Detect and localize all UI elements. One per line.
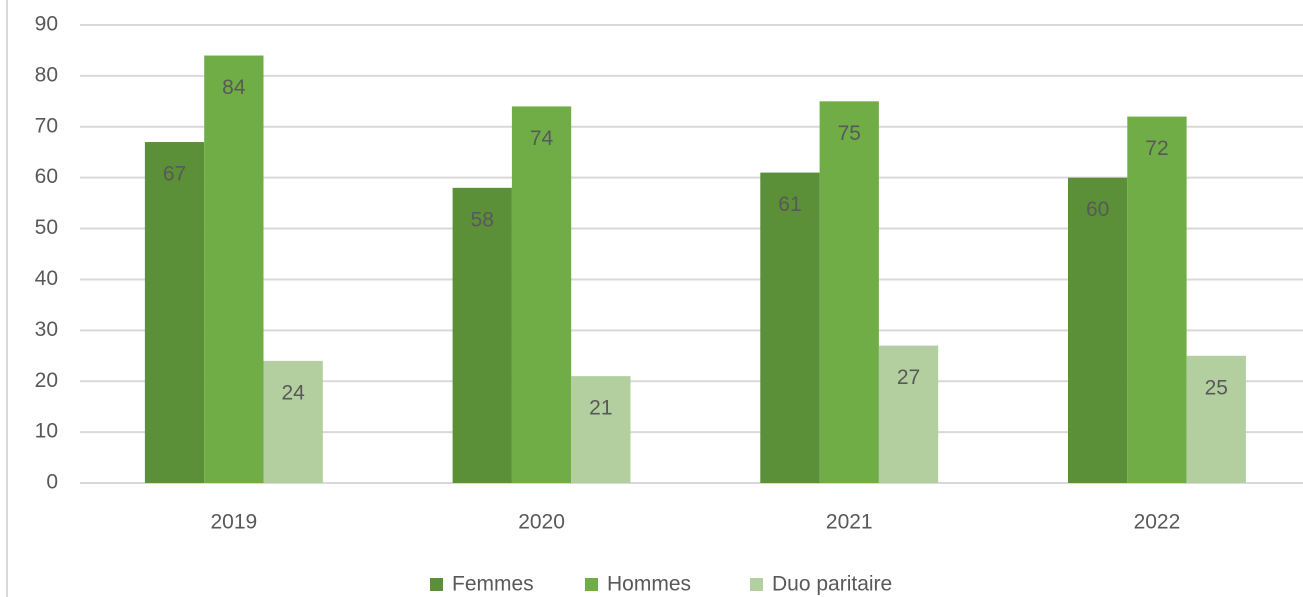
data-label: 75 bbox=[838, 122, 861, 145]
bar bbox=[760, 172, 820, 484]
bar bbox=[1127, 116, 1187, 483]
data-label: 25 bbox=[1205, 376, 1228, 399]
y-tick-label: 40 bbox=[35, 267, 58, 290]
bar bbox=[144, 142, 205, 484]
x-tick-label: 2021 bbox=[826, 511, 873, 534]
y-tick-label: 80 bbox=[35, 63, 58, 86]
legend-swatch bbox=[430, 578, 443, 591]
y-tick-label: 10 bbox=[35, 420, 58, 443]
bar bbox=[571, 376, 631, 483]
bar bbox=[452, 187, 512, 483]
y-tick-label: 30 bbox=[35, 318, 58, 341]
bar bbox=[511, 106, 572, 483]
y-tick-label: 90 bbox=[35, 13, 58, 36]
data-label: 24 bbox=[281, 381, 305, 404]
legend-swatch bbox=[585, 578, 598, 591]
y-tick-label: 60 bbox=[35, 165, 58, 188]
legend-swatch bbox=[750, 578, 763, 591]
data-label: 27 bbox=[897, 366, 920, 389]
y-tick-label: 70 bbox=[35, 114, 58, 137]
data-label: 84 bbox=[222, 76, 246, 99]
y-tick-label: 50 bbox=[35, 216, 58, 239]
y-tick-label: 0 bbox=[46, 471, 58, 494]
bar bbox=[1186, 355, 1246, 483]
bar bbox=[204, 55, 264, 484]
data-label: 72 bbox=[1145, 137, 1168, 160]
data-label: 61 bbox=[778, 193, 801, 216]
y-tick-label: 20 bbox=[35, 369, 58, 392]
data-label: 67 bbox=[163, 163, 186, 186]
bar bbox=[1068, 177, 1128, 483]
bar bbox=[878, 345, 939, 483]
legend-label: Duo paritaire bbox=[772, 573, 892, 596]
bar bbox=[819, 101, 879, 483]
x-tick-label: 2019 bbox=[210, 511, 257, 534]
legend-label: Femmes bbox=[452, 573, 534, 596]
data-label: 74 bbox=[530, 127, 554, 150]
data-label: 58 bbox=[471, 208, 494, 231]
data-label: 60 bbox=[1086, 198, 1109, 221]
bar bbox=[263, 360, 323, 483]
data-label: 21 bbox=[589, 397, 612, 420]
x-tick-label: 2020 bbox=[518, 511, 565, 534]
legend-label: Hommes bbox=[607, 573, 691, 596]
x-tick-label: 2022 bbox=[1134, 511, 1181, 534]
